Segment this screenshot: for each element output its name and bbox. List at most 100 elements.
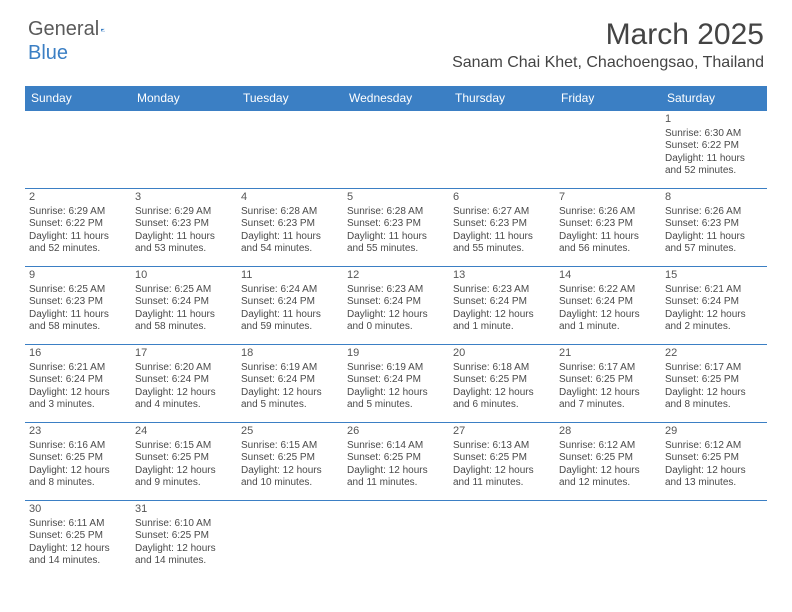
day-number: 13 (453, 269, 551, 283)
day-number: 22 (665, 347, 763, 361)
sunrise-text: Sunrise: 6:27 AM (453, 206, 551, 219)
calendar-table: SundayMondayTuesdayWednesdayThursdayFrid… (25, 86, 767, 579)
sunrise-text: Sunrise: 6:24 AM (241, 284, 339, 297)
sunset-text: Sunset: 6:25 PM (29, 452, 127, 465)
sunset-text: Sunset: 6:24 PM (241, 296, 339, 309)
sunrise-text: Sunrise: 6:25 AM (29, 284, 127, 297)
day-number: 8 (665, 191, 763, 205)
calendar-day: 8Sunrise: 6:26 AMSunset: 6:23 PMDaylight… (661, 189, 767, 267)
day-number: 1 (665, 113, 763, 127)
logo-text-blue: Blue (28, 42, 68, 65)
sunset-text: Sunset: 6:24 PM (453, 296, 551, 309)
calendar-day: 14Sunrise: 6:22 AMSunset: 6:24 PMDayligh… (555, 267, 661, 345)
calendar-day: 21Sunrise: 6:17 AMSunset: 6:25 PMDayligh… (555, 345, 661, 423)
day-number: 15 (665, 269, 763, 283)
daylight-text: Daylight: 12 hours and 1 minute. (559, 309, 657, 334)
sunset-text: Sunset: 6:23 PM (29, 296, 127, 309)
daylight-text: Daylight: 12 hours and 11 minutes. (453, 465, 551, 490)
daylight-text: Daylight: 12 hours and 5 minutes. (241, 387, 339, 412)
calendar-day: 16Sunrise: 6:21 AMSunset: 6:24 PMDayligh… (25, 345, 131, 423)
title-block: March 2025 Sanam Chai Khet, Chachoengsao… (452, 18, 764, 72)
calendar-day: 26Sunrise: 6:14 AMSunset: 6:25 PMDayligh… (343, 423, 449, 501)
day-header: Monday (131, 86, 237, 111)
calendar-day: 30Sunrise: 6:11 AMSunset: 6:25 PMDayligh… (25, 501, 131, 579)
calendar-header-row: SundayMondayTuesdayWednesdayThursdayFrid… (25, 86, 767, 111)
sunrise-text: Sunrise: 6:29 AM (29, 206, 127, 219)
day-number: 17 (135, 347, 233, 361)
day-number: 20 (453, 347, 551, 361)
day-number: 31 (135, 503, 233, 517)
day-number: 5 (347, 191, 445, 205)
day-number: 24 (135, 425, 233, 439)
calendar-day: 27Sunrise: 6:13 AMSunset: 6:25 PMDayligh… (449, 423, 555, 501)
sunrise-text: Sunrise: 6:15 AM (241, 440, 339, 453)
sunset-text: Sunset: 6:24 PM (347, 296, 445, 309)
calendar-week: 16Sunrise: 6:21 AMSunset: 6:24 PMDayligh… (25, 345, 767, 423)
daylight-text: Daylight: 12 hours and 3 minutes. (29, 387, 127, 412)
daylight-text: Daylight: 12 hours and 13 minutes. (665, 465, 763, 490)
daylight-text: Daylight: 12 hours and 7 minutes. (559, 387, 657, 412)
sunrise-text: Sunrise: 6:16 AM (29, 440, 127, 453)
day-number: 26 (347, 425, 445, 439)
day-number: 10 (135, 269, 233, 283)
day-number: 30 (29, 503, 127, 517)
sunset-text: Sunset: 6:23 PM (559, 218, 657, 231)
daylight-text: Daylight: 11 hours and 53 minutes. (135, 231, 233, 256)
daylight-text: Daylight: 12 hours and 8 minutes. (29, 465, 127, 490)
sunset-text: Sunset: 6:23 PM (453, 218, 551, 231)
daylight-text: Daylight: 11 hours and 56 minutes. (559, 231, 657, 256)
day-number: 16 (29, 347, 127, 361)
day-number: 27 (453, 425, 551, 439)
daylight-text: Daylight: 12 hours and 8 minutes. (665, 387, 763, 412)
sunrise-text: Sunrise: 6:18 AM (453, 362, 551, 375)
sunrise-text: Sunrise: 6:25 AM (135, 284, 233, 297)
day-number: 7 (559, 191, 657, 205)
logo-text-general: General (28, 18, 99, 41)
calendar-empty (131, 111, 237, 189)
calendar-day: 23Sunrise: 6:16 AMSunset: 6:25 PMDayligh… (25, 423, 131, 501)
sunrise-text: Sunrise: 6:26 AM (665, 206, 763, 219)
day-number: 3 (135, 191, 233, 205)
day-number: 21 (559, 347, 657, 361)
calendar-day: 4Sunrise: 6:28 AMSunset: 6:23 PMDaylight… (237, 189, 343, 267)
day-number: 9 (29, 269, 127, 283)
sunrise-text: Sunrise: 6:30 AM (665, 128, 763, 141)
calendar-day: 31Sunrise: 6:10 AMSunset: 6:25 PMDayligh… (131, 501, 237, 579)
calendar-week: 23Sunrise: 6:16 AMSunset: 6:25 PMDayligh… (25, 423, 767, 501)
sunset-text: Sunset: 6:25 PM (559, 374, 657, 387)
calendar-day: 5Sunrise: 6:28 AMSunset: 6:23 PMDaylight… (343, 189, 449, 267)
calendar-day: 9Sunrise: 6:25 AMSunset: 6:23 PMDaylight… (25, 267, 131, 345)
calendar-empty (555, 111, 661, 189)
sunset-text: Sunset: 6:24 PM (559, 296, 657, 309)
calendar-day: 11Sunrise: 6:24 AMSunset: 6:24 PMDayligh… (237, 267, 343, 345)
sunrise-text: Sunrise: 6:14 AM (347, 440, 445, 453)
calendar-empty (661, 501, 767, 579)
calendar-day: 15Sunrise: 6:21 AMSunset: 6:24 PMDayligh… (661, 267, 767, 345)
calendar-day: 6Sunrise: 6:27 AMSunset: 6:23 PMDaylight… (449, 189, 555, 267)
daylight-text: Daylight: 12 hours and 14 minutes. (29, 543, 127, 568)
sunset-text: Sunset: 6:25 PM (347, 452, 445, 465)
day-number: 29 (665, 425, 763, 439)
calendar-empty (449, 501, 555, 579)
day-header: Tuesday (237, 86, 343, 111)
day-number: 19 (347, 347, 445, 361)
sunrise-text: Sunrise: 6:23 AM (347, 284, 445, 297)
sunset-text: Sunset: 6:25 PM (135, 452, 233, 465)
sunrise-text: Sunrise: 6:11 AM (29, 518, 127, 531)
day-number: 2 (29, 191, 127, 205)
sunrise-text: Sunrise: 6:22 AM (559, 284, 657, 297)
sunset-text: Sunset: 6:22 PM (29, 218, 127, 231)
calendar-day: 12Sunrise: 6:23 AMSunset: 6:24 PMDayligh… (343, 267, 449, 345)
daylight-text: Daylight: 12 hours and 14 minutes. (135, 543, 233, 568)
daylight-text: Daylight: 11 hours and 58 minutes. (135, 309, 233, 334)
sunset-text: Sunset: 6:24 PM (241, 374, 339, 387)
sunrise-text: Sunrise: 6:17 AM (665, 362, 763, 375)
sunset-text: Sunset: 6:24 PM (135, 296, 233, 309)
day-number: 4 (241, 191, 339, 205)
sunset-text: Sunset: 6:25 PM (241, 452, 339, 465)
calendar-empty (237, 111, 343, 189)
calendar-day: 25Sunrise: 6:15 AMSunset: 6:25 PMDayligh… (237, 423, 343, 501)
sunrise-text: Sunrise: 6:12 AM (665, 440, 763, 453)
daylight-text: Daylight: 12 hours and 2 minutes. (665, 309, 763, 334)
logo-flag-icon (101, 22, 105, 38)
